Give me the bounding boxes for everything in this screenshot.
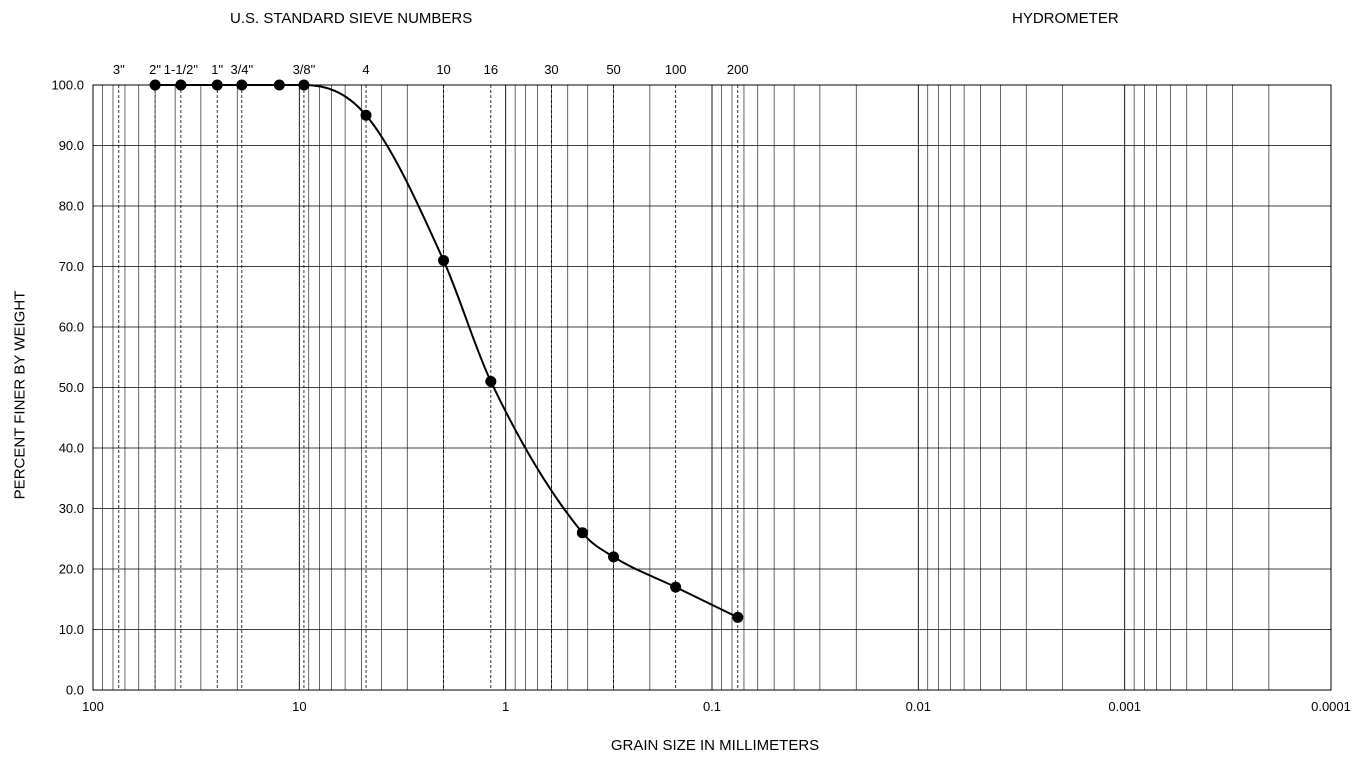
x-axis-label: GRAIN SIZE IN MILLIMETERS <box>610 737 820 754</box>
sieve-label: 200 <box>727 62 749 77</box>
data-point <box>236 79 248 91</box>
sieve-label: 3" <box>113 62 125 77</box>
plot-frame <box>92 84 1332 691</box>
x-tick-label: 0.0001 <box>1311 699 1351 714</box>
sieve-label: 100 <box>665 62 687 77</box>
sieve-label: 50 <box>606 62 620 77</box>
sieve-label: 3/4" <box>230 62 253 77</box>
y-tick-label: 70.0 <box>59 259 84 274</box>
y-tick-label: 100.0 <box>51 78 84 93</box>
data-point <box>149 79 161 91</box>
data-point <box>576 527 588 539</box>
x-tick-label: 1 <box>502 699 509 714</box>
y-tick-label: 40.0 <box>59 441 84 456</box>
data-point <box>211 79 223 91</box>
data-point <box>360 109 372 121</box>
data-point <box>732 611 744 623</box>
sieve-label: 4 <box>362 62 369 77</box>
y-tick-labels: 0.0 10.0 20.0 30.0 40.0 50.0 60.0 70.0 80.0 90.0 1… <box>51 78 84 698</box>
sieve-label: 1-1/2" <box>164 62 199 77</box>
sieve-label: 1" <box>211 62 223 77</box>
x-tick-label: 0.001 <box>1108 699 1141 714</box>
data-point <box>485 375 497 387</box>
y-tick-label: 90.0 <box>59 138 84 153</box>
x-tick-label: 0.1 <box>703 699 721 714</box>
y-tick-label: 60.0 <box>59 320 84 335</box>
sieve-label: 3/8" <box>293 62 316 77</box>
sieve-label: 2" <box>149 62 161 77</box>
y-tick-label: 0.0 <box>66 683 84 698</box>
data-points <box>149 79 744 623</box>
data-point <box>298 79 310 91</box>
y-tick-label: 50.0 <box>59 380 84 395</box>
data-point <box>608 551 620 563</box>
y-tick-label: 30.0 <box>59 501 84 516</box>
sieve-label: 16 <box>484 62 498 77</box>
x-tick-labels: 100 10 1 0.1 0.01 0.001 0.0001 <box>82 699 1351 714</box>
major-grid-lines <box>92 84 1332 691</box>
y-tick-label: 80.0 <box>59 199 84 214</box>
data-point <box>670 581 682 593</box>
y-tick-label: 10.0 <box>59 622 84 637</box>
sieve-label: 10 <box>436 62 450 77</box>
sieve-labels: 3" 2" 1-1/2" 1" 3/4" 3/8" 4 10 16 30 50 100 200 <box>113 62 749 77</box>
gradation-curve <box>155 84 739 619</box>
sieve-dashed-lines <box>118 85 739 690</box>
sieve-numbers-header: U.S. STANDARD SIEVE NUMBERS <box>230 10 473 27</box>
data-point <box>273 79 285 91</box>
y-tick-label: 20.0 <box>59 562 84 577</box>
x-tick-label: 0.01 <box>906 699 931 714</box>
x-tick-label: 100 <box>82 699 104 714</box>
data-point <box>175 79 187 91</box>
data-point <box>438 254 450 266</box>
x-tick-label: 10 <box>292 699 306 714</box>
hydrometer-header: HYDROMETER <box>1012 10 1119 27</box>
sieve-label: 30 <box>544 62 558 77</box>
